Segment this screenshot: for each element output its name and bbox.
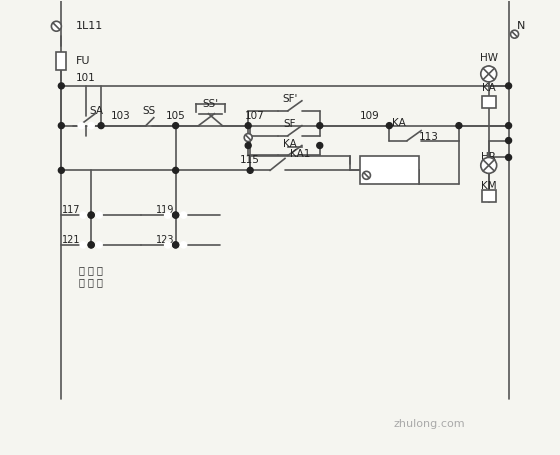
Circle shape <box>506 154 512 161</box>
Circle shape <box>172 212 179 218</box>
Circle shape <box>181 242 186 248</box>
Circle shape <box>172 212 179 218</box>
Circle shape <box>506 83 512 89</box>
Circle shape <box>362 172 371 179</box>
Text: 117: 117 <box>62 205 81 215</box>
Text: 119: 119 <box>156 205 174 215</box>
Bar <box>482 190 496 202</box>
Circle shape <box>317 142 323 148</box>
Text: SF: SF <box>284 119 296 129</box>
Circle shape <box>172 167 179 173</box>
Circle shape <box>88 242 94 248</box>
Circle shape <box>96 242 102 248</box>
Text: SS: SS <box>142 106 156 116</box>
Circle shape <box>88 242 94 248</box>
Text: 1L11: 1L11 <box>76 21 104 31</box>
Text: 105: 105 <box>166 111 185 121</box>
Bar <box>482 96 496 108</box>
Bar <box>360 157 419 184</box>
Text: 动 止 动: 动 止 动 <box>79 278 103 288</box>
Circle shape <box>80 242 86 248</box>
Text: 自 停 手: 自 停 手 <box>79 265 103 275</box>
Bar <box>57 52 66 70</box>
Text: 115: 115 <box>240 156 260 166</box>
Circle shape <box>80 212 86 218</box>
Circle shape <box>165 242 171 248</box>
Circle shape <box>506 123 512 129</box>
Circle shape <box>58 83 64 89</box>
Circle shape <box>386 123 393 129</box>
Circle shape <box>58 167 64 173</box>
Text: KA1: KA1 <box>290 149 310 159</box>
Circle shape <box>244 134 252 142</box>
Text: 107: 107 <box>245 111 265 121</box>
Circle shape <box>78 123 84 129</box>
Circle shape <box>88 123 94 129</box>
Text: SA: SA <box>89 106 103 116</box>
Circle shape <box>88 212 94 218</box>
Text: SF': SF' <box>282 94 297 104</box>
Text: 121: 121 <box>62 235 81 245</box>
Circle shape <box>247 167 253 173</box>
Circle shape <box>96 212 102 218</box>
Circle shape <box>456 123 462 129</box>
Circle shape <box>98 123 104 129</box>
Circle shape <box>58 123 64 129</box>
Text: KA: KA <box>283 138 297 148</box>
Text: 109: 109 <box>360 111 379 121</box>
Text: KA: KA <box>393 118 406 128</box>
Circle shape <box>245 142 251 148</box>
Text: HW: HW <box>480 53 498 63</box>
Text: 101: 101 <box>76 73 96 83</box>
Circle shape <box>181 212 186 218</box>
Circle shape <box>506 137 512 143</box>
Circle shape <box>165 212 171 218</box>
Text: 123: 123 <box>156 235 174 245</box>
Text: KA: KA <box>482 83 496 93</box>
Text: DDC: DDC <box>377 165 402 175</box>
Text: zhulong.com: zhulong.com <box>393 419 465 429</box>
Text: 103: 103 <box>111 111 131 121</box>
Circle shape <box>245 123 251 129</box>
Circle shape <box>511 30 519 38</box>
Text: SS': SS' <box>202 99 218 109</box>
Circle shape <box>52 21 62 31</box>
Text: N: N <box>516 21 525 31</box>
Circle shape <box>88 212 94 218</box>
Text: HR: HR <box>481 152 496 162</box>
Circle shape <box>481 157 497 173</box>
Text: KM: KM <box>481 181 497 191</box>
Circle shape <box>481 66 497 82</box>
Circle shape <box>172 242 179 248</box>
Text: 113: 113 <box>419 131 439 142</box>
Circle shape <box>172 123 179 129</box>
Text: FU: FU <box>76 56 91 66</box>
Circle shape <box>172 242 179 248</box>
Circle shape <box>317 123 323 129</box>
